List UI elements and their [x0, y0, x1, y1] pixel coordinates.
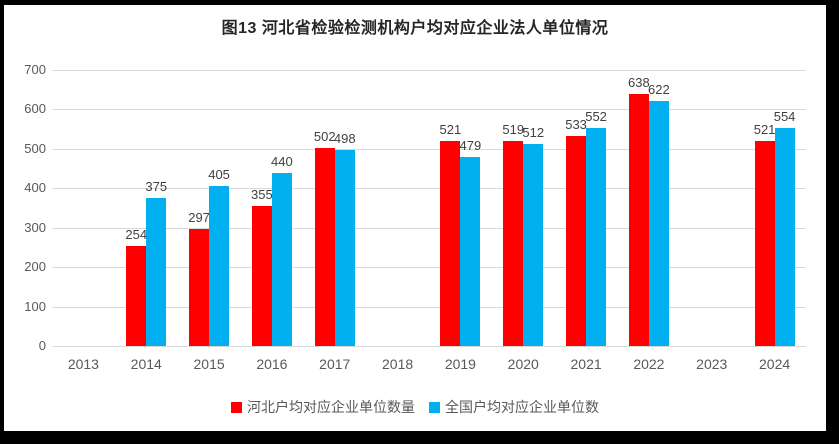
bar-national-2019 [460, 157, 481, 346]
value-label-national-2017: 498 [333, 130, 356, 146]
x-axis-label-2015: 2015 [193, 356, 225, 372]
gridline-100 [52, 306, 806, 308]
value-label-hebei-2021: 533 [565, 116, 587, 132]
x-axis-label-2014: 2014 [130, 356, 162, 372]
gridline-200 [52, 267, 806, 269]
value-label-hebei-2022: 638 [628, 75, 650, 91]
x-axis-label-2022: 2022 [633, 356, 665, 372]
x-axis-label-2018: 2018 [382, 356, 414, 372]
plot-area: 0 100 200 300 400 500 600 700 2013 2014 254 375 2015… [4, 5, 826, 431]
legend-swatch-national [429, 401, 440, 413]
bar-national-2022 [648, 100, 669, 346]
y-axis-tick-300: 300 [24, 219, 46, 235]
legend-label-national: 全国户均对应企业单位数 [445, 399, 599, 415]
gridline-500 [52, 148, 806, 150]
value-label-hebei-2014: 254 [125, 226, 148, 242]
bar-hebei-2022 [628, 94, 649, 346]
bar-national-2015 [209, 186, 230, 346]
bar-national-2017 [334, 149, 355, 346]
x-axis-label-2017: 2017 [319, 356, 351, 372]
x-axis-label-2016: 2016 [256, 356, 288, 372]
value-label-hebei-2019: 521 [439, 121, 462, 137]
gridline-600 [52, 109, 806, 111]
value-label-hebei-2024: 521 [753, 121, 776, 137]
bar-national-2020 [523, 144, 544, 346]
bar-hebei-2016 [251, 206, 272, 346]
legend-item-hebei: 河北户均对应企业单位数量 [231, 397, 415, 417]
x-axis-label-2019: 2019 [444, 356, 476, 372]
value-label-hebei-2015: 297 [188, 209, 210, 225]
bar-national-2016 [271, 172, 292, 346]
bar-hebei-2024 [754, 140, 775, 346]
value-label-hebei-2016: 355 [251, 187, 273, 203]
x-axis-label-2020: 2020 [507, 356, 539, 372]
gridline-0 [52, 346, 806, 347]
value-label-national-2021: 552 [585, 109, 607, 125]
bar-national-2014 [146, 198, 167, 346]
value-label-national-2014: 375 [145, 179, 168, 195]
legend-item-national: 全国户均对应企业单位数 [429, 397, 599, 417]
y-axis-tick-400: 400 [24, 180, 46, 196]
x-axis-label-2023: 2023 [696, 356, 728, 372]
gridline-700 [52, 70, 806, 71]
gridline-400 [52, 188, 806, 190]
legend: 河北户均对应企业单位数量 全国户均对应企业单位数 [4, 397, 826, 417]
value-label-hebei-2020: 519 [502, 122, 525, 138]
bar-hebei-2017 [314, 148, 335, 346]
chart-canvas: 图13 河北省检验检测机构户均对应企业法人单位情况 0 100 200 300 400 5… [4, 5, 826, 431]
x-axis-label-2021: 2021 [570, 356, 602, 372]
value-label-national-2016: 440 [271, 153, 293, 169]
y-axis-tick-600: 600 [24, 101, 46, 117]
x-axis-label-2013: 2013 [67, 356, 99, 372]
x-axis-label-2024: 2024 [759, 356, 791, 372]
value-label-national-2022: 622 [648, 81, 670, 97]
y-axis-tick-500: 500 [24, 140, 46, 156]
gridline-300 [52, 227, 806, 229]
bar-national-2024 [774, 127, 795, 346]
bar-hebei-2015 [189, 228, 210, 346]
y-axis-tick-100: 100 [24, 298, 46, 314]
bar-hebei-2021 [566, 135, 587, 346]
legend-swatch-hebei [231, 401, 242, 413]
value-label-national-2015: 405 [208, 167, 230, 183]
value-label-hebei-2017: 502 [313, 129, 336, 145]
bar-national-2021 [586, 128, 607, 346]
bar-hebei-2014 [126, 245, 147, 346]
value-label-national-2020: 512 [522, 125, 545, 141]
y-axis-tick-200: 200 [24, 259, 46, 275]
value-label-national-2019: 479 [459, 138, 482, 154]
bar-hebei-2019 [440, 140, 461, 346]
y-axis-tick-700: 700 [24, 62, 46, 77]
legend-label-hebei: 河北户均对应企业单位数量 [247, 399, 415, 415]
value-label-national-2024: 554 [773, 108, 796, 124]
chart-title: 图13 河北省检验检测机构户均对应企业法人单位情况 [221, 20, 609, 37]
y-axis-tick-0: 0 [38, 338, 46, 353]
bar-hebei-2020 [503, 141, 524, 346]
